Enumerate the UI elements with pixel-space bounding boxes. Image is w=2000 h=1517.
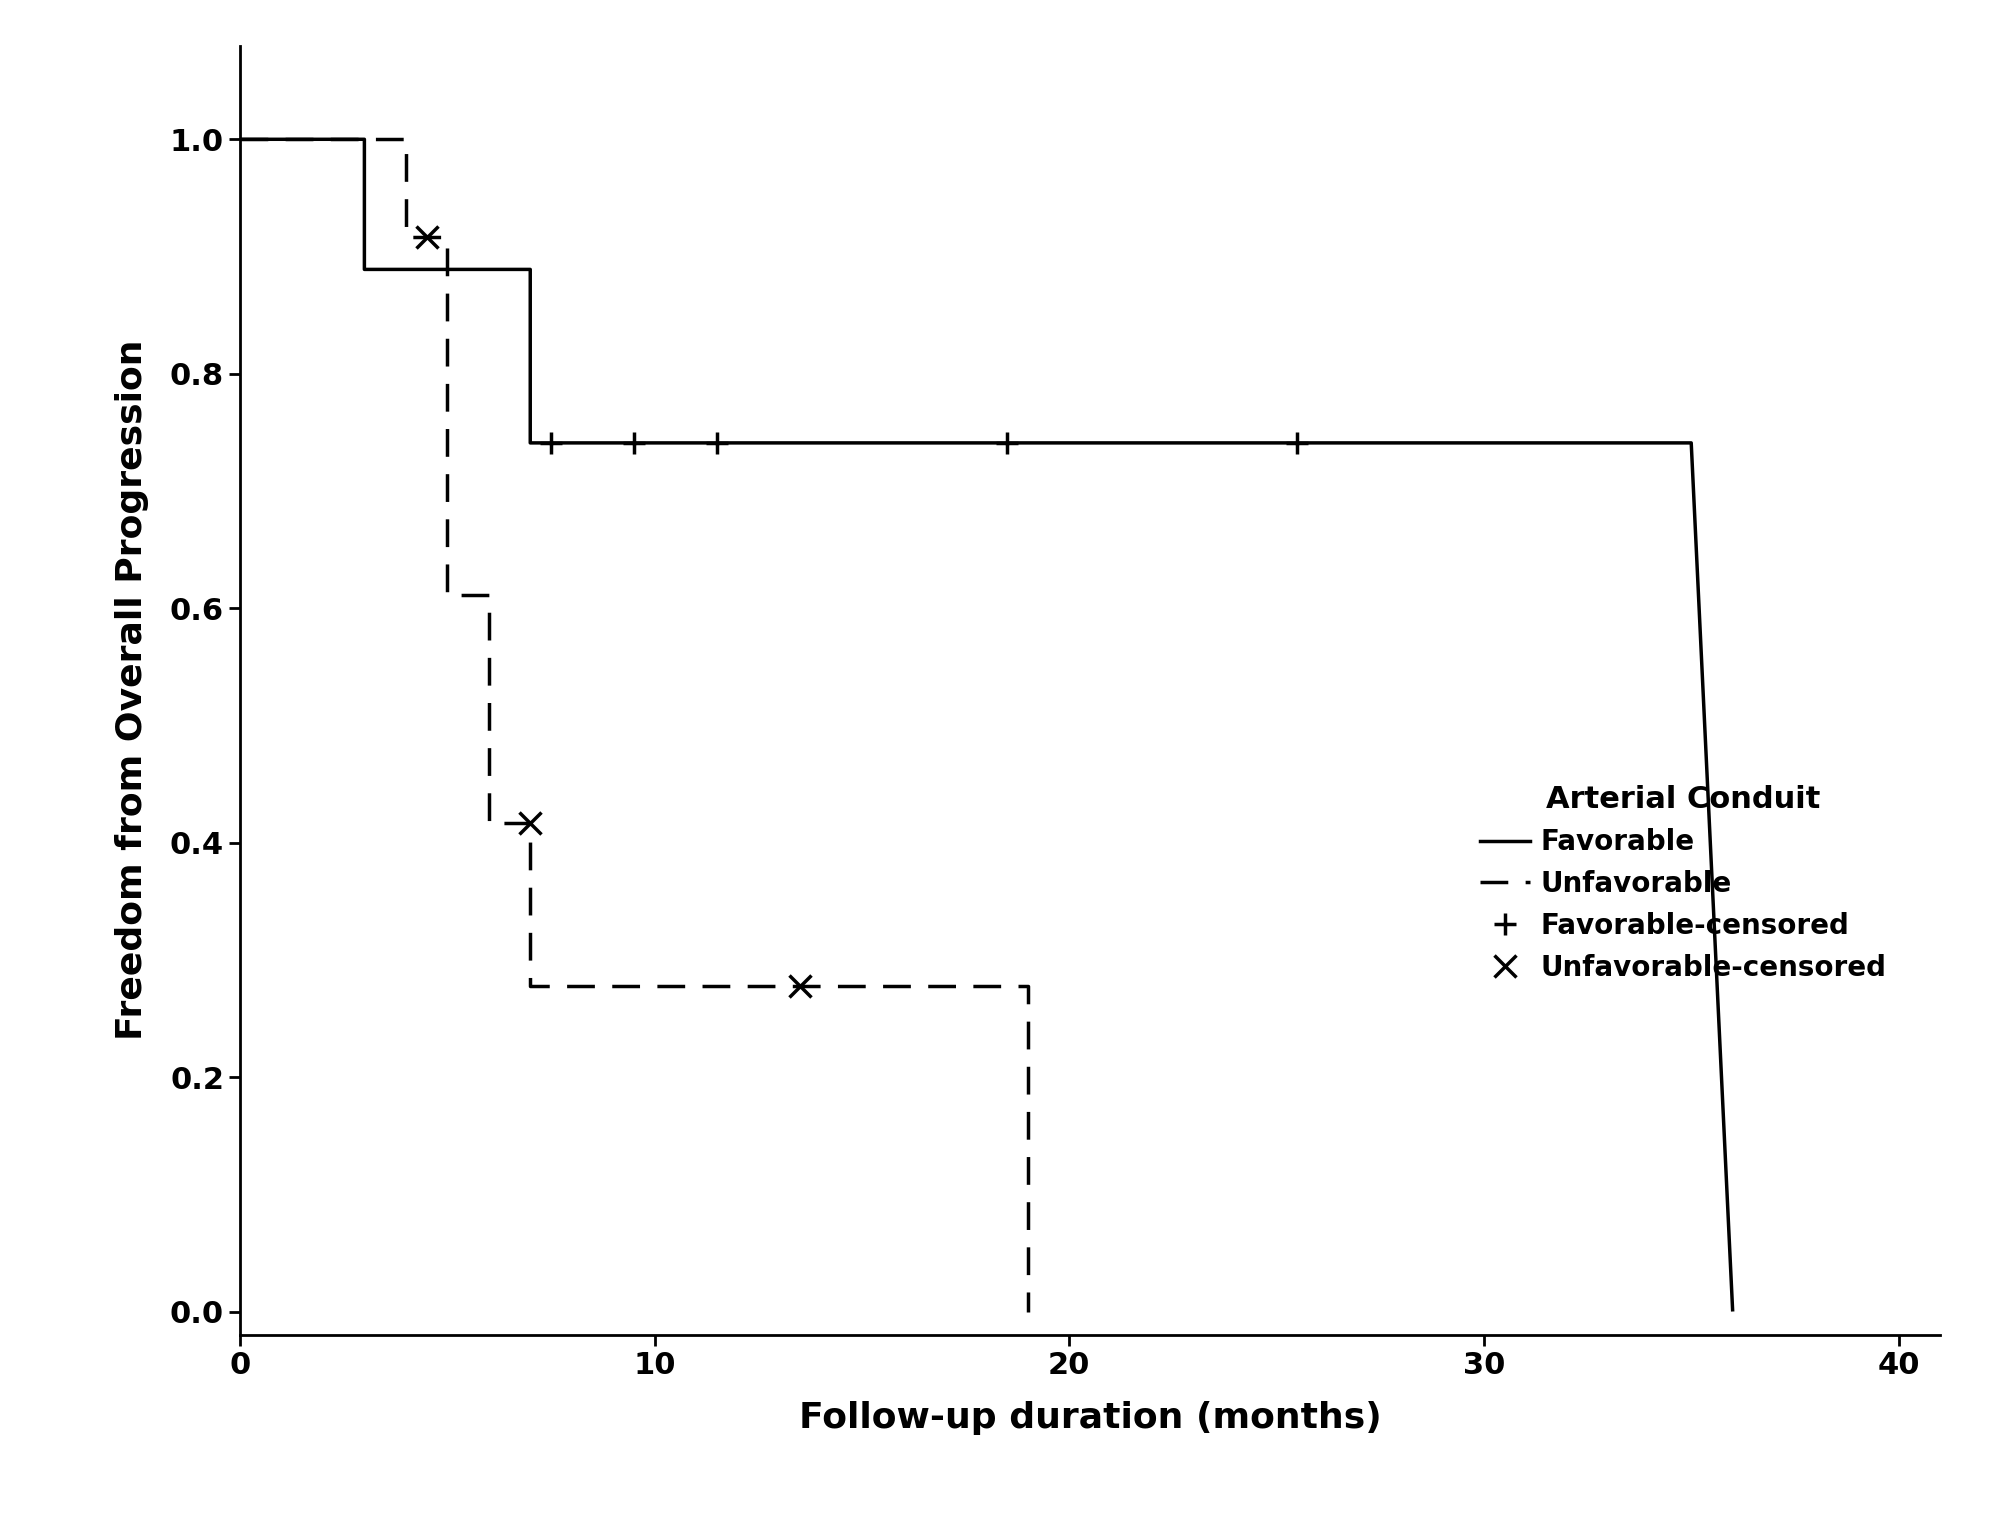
Legend: Favorable, Unfavorable, Favorable-censored, Unfavorable-censored: Favorable, Unfavorable, Favorable-censor… [1466, 772, 1900, 995]
X-axis label: Follow-up duration (months): Follow-up duration (months) [798, 1400, 1382, 1435]
Y-axis label: Freedom from Overall Progression: Freedom from Overall Progression [116, 340, 150, 1041]
